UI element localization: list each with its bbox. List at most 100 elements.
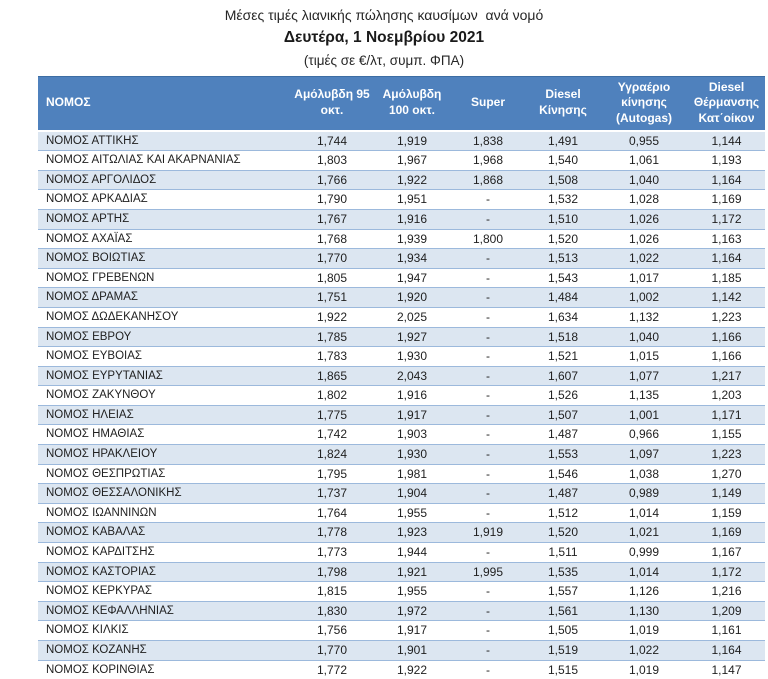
price-cell-4: 1,557 [526, 581, 600, 602]
table-row: ΝΟΜΟΣ ΑΡΓΟΛΙΔΟΣ 1,766 1,922 1,868 1,508 1,040… [38, 170, 765, 191]
price-cell-5: 0,999 [600, 542, 688, 563]
price-cell-3: 1,838 [450, 130, 526, 152]
prefecture-name-cell: ΝΟΜΟΣ ΕΒΡΟΥ [38, 327, 290, 348]
price-cell-2: 1,922 [374, 170, 450, 191]
price-cell-1: 1,737 [290, 483, 374, 504]
table-row: ΝΟΜΟΣ ΕΥΡΥΤΑΝΙΑΣ 1,865 2,043-1,607 1,077 1,2… [38, 366, 765, 387]
price-cell-4: 1,553 [526, 444, 600, 465]
table-row: ΝΟΜΟΣ ΑΡΤΗΣ 1,767 1,916-1,510 1,026 1,172 [38, 209, 765, 230]
prefecture-name-cell: ΝΟΜΟΣ ΚΙΛΚΙΣ [38, 620, 290, 642]
price-cell-4: 1,511 [526, 542, 600, 563]
price-cell-6: 1,171 [688, 405, 765, 426]
price-cell-4: 1,487 [526, 424, 600, 446]
price-cell-6: 1,169 [688, 189, 765, 210]
price-cell-1: 1,767 [290, 209, 374, 230]
price-cell-6: 1,172 [688, 562, 765, 583]
price-cell-3: - [450, 268, 526, 289]
price-cell-4: 1,510 [526, 209, 600, 230]
price-cell-5: 1,021 [600, 522, 688, 544]
page-title: Μέσες τιμές λιανικής πώλησης καυσίμων αν… [224, 7, 544, 23]
price-cell-4: 1,518 [526, 327, 600, 348]
table-row: ΝΟΜΟΣ ΚΑΡΔΙΤΣΗΣ 1,773 1,944-1,511 0,999 1,16… [38, 542, 765, 563]
table-row: ΝΟΜΟΣ ΔΡΑΜΑΣ 1,751 1,920-1,484 1,002 1,142 [38, 287, 765, 308]
price-cell-1: 1,805 [290, 268, 374, 289]
price-cell-4: 1,521 [526, 346, 600, 367]
price-cell-6: 1,161 [688, 620, 765, 642]
price-cell-1: 1,922 [290, 307, 374, 328]
price-cell-5: 0,989 [600, 483, 688, 504]
price-cell-5: 1,026 [600, 209, 688, 230]
price-cell-5: 1,001 [600, 405, 688, 426]
price-cell-3: - [450, 424, 526, 446]
table-row: ΝΟΜΟΣ ΕΥΒΟΙΑΣ 1,783 1,930-1,521 1,015 1,166 [38, 346, 765, 367]
price-cell-2: 1,930 [374, 444, 450, 465]
price-cell-6: 1,166 [688, 327, 765, 348]
price-cell-2: 1,951 [374, 189, 450, 210]
table-row: ΝΟΜΟΣ ΘΕΣΣΑΛΟΝΙΚΗΣ 1,737 1,904-1,487 0,989 1… [38, 483, 765, 504]
price-cell-2: 1,921 [374, 562, 450, 583]
prefecture-name-cell: ΝΟΜΟΣ ΑΡΚΑΔΙΑΣ [38, 189, 290, 210]
price-cell-4: 1,535 [526, 562, 600, 583]
price-cell-4: 1,515 [526, 660, 600, 679]
table-header-row: ΝΟΜΟΣ Αμόλυβδη 95 οκτ. Αμόλυβδη 100 οκτ. Su… [38, 75, 765, 132]
price-cell-4: 1,491 [526, 130, 600, 152]
prefecture-name-cell: ΝΟΜΟΣ ΒΟΙΩΤΙΑΣ [38, 248, 290, 269]
price-cell-3: - [450, 503, 526, 524]
price-cell-2: 1,920 [374, 287, 450, 308]
prefecture-name-cell: ΝΟΜΟΣ ΘΕΣΣΑΛΟΝΙΚΗΣ [38, 483, 290, 504]
price-cell-5: 1,019 [600, 620, 688, 642]
price-cell-5: 1,135 [600, 385, 688, 406]
price-cell-2: 2,025 [374, 307, 450, 328]
price-cell-2: 1,917 [374, 405, 450, 426]
price-cell-2: 1,916 [374, 209, 450, 230]
price-cell-5: 1,126 [600, 581, 688, 602]
price-cell-2: 1,917 [374, 620, 450, 642]
title-block: Μέσες τιμές λιανικής πώλησης καυσίμων αν… [0, 0, 768, 70]
price-cell-3: - [450, 385, 526, 406]
price-cell-5: 1,002 [600, 287, 688, 308]
price-cell-1: 1,778 [290, 522, 374, 544]
prefecture-name-cell: ΝΟΜΟΣ ΗΡΑΚΛΕΙΟΥ [38, 444, 290, 465]
price-cell-2: 1,939 [374, 229, 450, 250]
price-cell-2: 1,955 [374, 503, 450, 524]
price-cell-4: 1,540 [526, 150, 600, 171]
prefecture-name-cell: ΝΟΜΟΣ ΚΟΖΑΝΗΣ [38, 640, 290, 661]
price-cell-5: 1,097 [600, 444, 688, 465]
table-row: ΝΟΜΟΣ ΙΩΑΝΝΙΝΩΝ 1,764 1,955-1,512 1,014 1,15… [38, 503, 765, 524]
price-cell-4: 1,507 [526, 405, 600, 426]
price-cell-6: 1,144 [688, 130, 765, 152]
price-cell-1: 1,770 [290, 248, 374, 269]
price-cell-5: 1,077 [600, 366, 688, 387]
price-cell-6: 1,216 [688, 581, 765, 602]
price-cell-4: 1,487 [526, 483, 600, 504]
price-cell-1: 1,790 [290, 189, 374, 210]
price-cell-6: 1,147 [688, 660, 765, 679]
prefecture-name-cell: ΝΟΜΟΣ ΚΑΣΤΟΡΙΑΣ [38, 562, 290, 583]
price-cell-4: 1,543 [526, 268, 600, 289]
price-cell-5: 1,132 [600, 307, 688, 328]
table-row: ΝΟΜΟΣ ΗΡΑΚΛΕΙΟΥ 1,824 1,930-1,553 1,097 1,22… [38, 444, 765, 465]
price-cell-5: 1,040 [600, 170, 688, 191]
price-cell-6: 1,172 [688, 209, 765, 230]
price-cell-2: 1,947 [374, 268, 450, 289]
prefecture-name-cell: ΝΟΜΟΣ ΗΜΑΘΙΑΣ [38, 424, 290, 446]
price-cell-1: 1,764 [290, 503, 374, 524]
prefecture-name-cell: ΝΟΜΟΣ ΑΡΤΗΣ [38, 209, 290, 230]
price-cell-1: 1,785 [290, 327, 374, 348]
table-row: ΝΟΜΟΣ ΘΕΣΠΡΩΤΙΑΣ 1,795 1,981-1,546 1,038 1,2… [38, 464, 765, 485]
table-row: ΝΟΜΟΣ ΚΕΡΚΥΡΑΣ 1,815 1,955-1,557 1,126 1,216 [38, 581, 765, 602]
table-row: ΝΟΜΟΣ ΗΛΕΙΑΣ 1,775 1,917-1,507 1,001 1,171 [38, 405, 765, 426]
price-cell-1: 1,803 [290, 150, 374, 171]
price-cell-2: 1,972 [374, 601, 450, 622]
table-header: ΝΟΜΟΣ Αμόλυβδη 95 οκτ. Αμόλυβδη 100 οκτ. Su… [38, 75, 765, 132]
price-cell-2: 1,934 [374, 248, 450, 269]
table-row: ΝΟΜΟΣ ΚΟΡΙΝΘΙΑΣ 1,772 1,922-1,515 1,019 1,14… [38, 660, 765, 679]
price-cell-6: 1,203 [688, 385, 765, 406]
table-row: ΝΟΜΟΣ ΗΜΑΘΙΑΣ 1,742 1,903-1,487 0,966 1,155 [38, 424, 765, 446]
price-cell-6: 1,270 [688, 464, 765, 485]
price-cell-1: 1,783 [290, 346, 374, 367]
price-cell-3: - [450, 366, 526, 387]
price-cell-4: 1,484 [526, 287, 600, 308]
table-row: ΝΟΜΟΣ ΚΑΒΑΛΑΣ 1,778 1,923 1,919 1,520 1,021 1,… [38, 522, 765, 544]
price-cell-4: 1,546 [526, 464, 600, 485]
